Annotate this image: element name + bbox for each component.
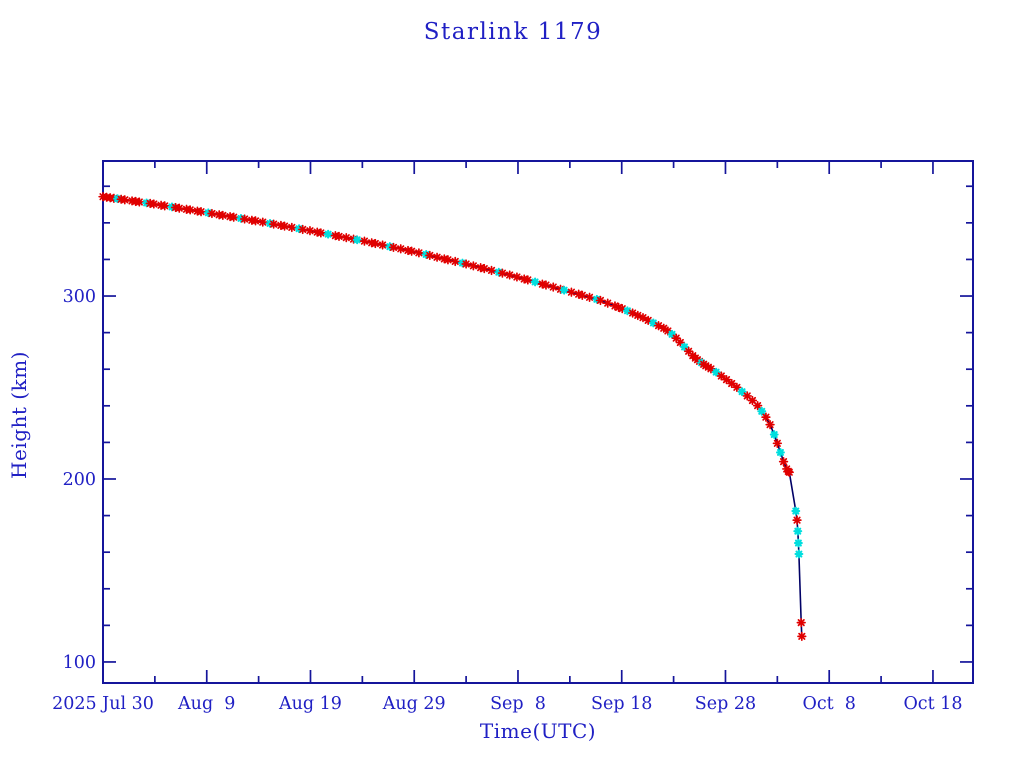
x-axis-title: Time(UTC) — [480, 719, 596, 743]
y-axis-title: Height (km) — [7, 351, 31, 479]
data-point-red — [505, 270, 515, 280]
data-point-red — [486, 265, 497, 276]
data-point-red — [239, 214, 250, 224]
data-point-red — [468, 261, 479, 271]
y-tick-label: 300 — [63, 287, 96, 307]
data-point-red — [218, 210, 228, 220]
data-point-cyan — [711, 367, 721, 377]
data-point-red — [752, 400, 763, 411]
data-point-cyan — [323, 229, 333, 239]
data-point-red — [432, 252, 442, 262]
data-point-red — [450, 256, 460, 267]
data-point-red — [298, 224, 308, 235]
decay-line-group — [102, 195, 803, 637]
data-point-red — [414, 248, 424, 258]
data-point-red — [523, 275, 533, 285]
data-point-red — [388, 242, 399, 253]
data-point-red — [497, 268, 508, 278]
decay-line — [102, 195, 803, 637]
data-point-red — [229, 212, 239, 222]
y-tick-label: 100 — [63, 653, 96, 673]
x-tick-label: Aug 19 — [278, 694, 342, 714]
data-point-red — [160, 201, 170, 211]
data-point-red — [584, 292, 595, 302]
data-point-red — [797, 631, 807, 641]
plot-frame — [102, 160, 974, 684]
data-point-red — [258, 217, 268, 227]
data-point-cyan — [352, 235, 362, 245]
data-point-red — [250, 216, 261, 226]
data-markers — [98, 192, 807, 641]
data-point-red — [341, 233, 351, 243]
data-point-cyan — [559, 285, 569, 295]
data-point-red — [727, 378, 737, 389]
y-tick-label: 200 — [63, 470, 96, 490]
data-point-red — [406, 246, 417, 256]
data-point-red — [377, 240, 388, 250]
axis-ticks — [102, 161, 973, 683]
data-point-red — [721, 374, 732, 385]
data-point-red — [765, 420, 775, 430]
data-point-red — [461, 259, 471, 269]
data-point-cyan — [737, 387, 747, 397]
data-point-red — [792, 515, 802, 525]
data-point-cyan — [530, 277, 540, 287]
data-point-red — [716, 371, 726, 381]
x-tick-label: 2025 Jul 30 — [52, 694, 154, 714]
data-point-cyan — [793, 526, 803, 536]
data-point-red — [279, 221, 290, 231]
data-point-red — [577, 290, 587, 300]
data-point-red — [784, 467, 794, 477]
x-tick-labels: 2025 Jul 30 Aug 9 Aug 19 Aug 29 Sep 8 Sep 18 S… — [52, 694, 962, 714]
data-point-cyan — [776, 448, 785, 457]
data-point-red — [334, 231, 344, 242]
data-point-red — [747, 395, 758, 406]
data-point-red — [761, 412, 771, 422]
data-point-red — [359, 236, 370, 246]
data-point-cyan — [757, 406, 767, 416]
y-tick-labels: 100 200 300 — [63, 287, 96, 673]
data-point-red — [778, 456, 789, 467]
data-point-red — [149, 199, 159, 209]
data-point-cyan — [791, 506, 801, 516]
data-point-red — [425, 250, 435, 261]
data-point-red — [287, 222, 297, 233]
chart-title: Starlink 1179 — [424, 19, 603, 45]
data-point-cyan — [793, 538, 803, 548]
data-point-red — [196, 207, 206, 217]
data-point-red — [595, 295, 606, 306]
data-point-red — [207, 208, 217, 219]
data-point-red — [663, 326, 673, 336]
data-point-red — [603, 298, 613, 308]
data-point-red — [475, 263, 486, 273]
data-point-red — [796, 617, 806, 628]
data-point-red — [120, 195, 130, 205]
data-point-red — [772, 438, 782, 448]
data-point-red — [269, 219, 279, 229]
data-point-red — [134, 197, 144, 207]
data-point-red — [305, 226, 315, 236]
data-point-red — [479, 263, 489, 274]
data-point-red — [174, 203, 184, 213]
x-tick-label: Aug 9 — [177, 694, 235, 714]
x-tick-label: Oct 8 — [802, 694, 855, 714]
x-tick-label: Sep 28 — [695, 694, 756, 714]
data-point-red — [396, 244, 406, 254]
data-point-red — [541, 280, 551, 290]
data-point-red — [512, 272, 522, 282]
x-tick-label: Oct 18 — [903, 694, 962, 714]
data-point-red — [566, 287, 577, 297]
data-point-cyan — [794, 549, 804, 559]
data-point-cyan — [769, 430, 779, 439]
x-tick-label: Aug 29 — [382, 694, 446, 714]
data-point-red — [185, 205, 195, 215]
x-tick-label: Sep 18 — [591, 694, 652, 714]
data-point-red — [370, 238, 380, 249]
data-point-red — [316, 228, 326, 238]
data-point-red — [443, 255, 453, 265]
x-tick-label: Sep 8 — [490, 694, 546, 714]
data-point-red — [548, 282, 558, 292]
